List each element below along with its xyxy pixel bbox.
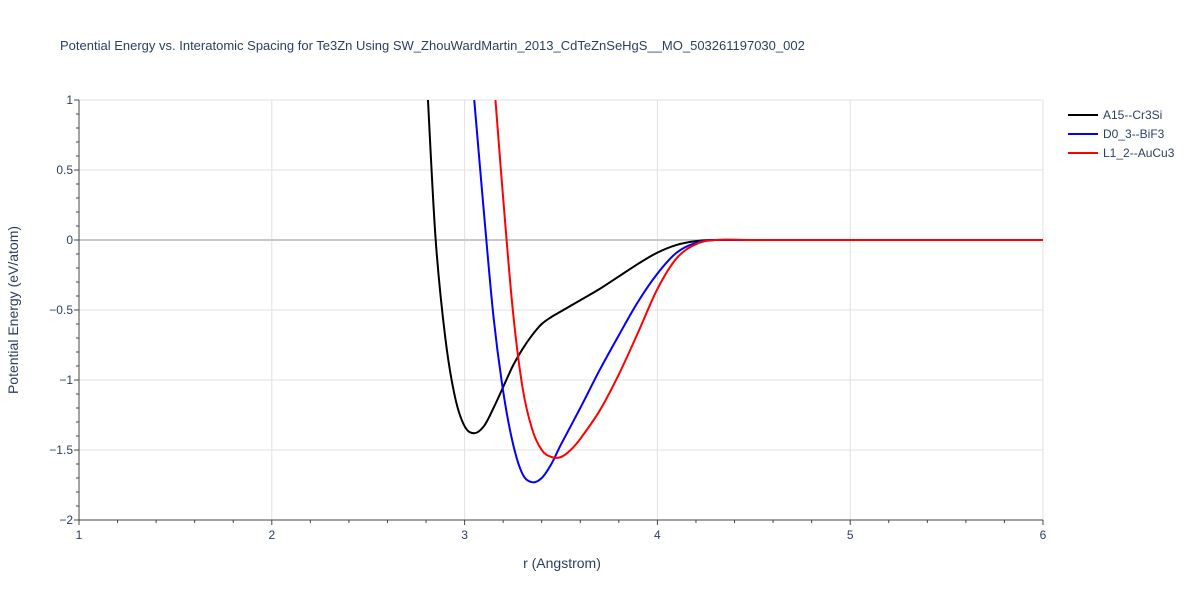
x-tick-label: 4 [654,528,661,542]
x-tick-label: 2 [268,528,275,542]
x-tick-label: 6 [1040,528,1047,542]
y-tick-label: 1 [66,93,73,107]
y-tick-label: 0.5 [56,163,73,177]
legend-item-a15-cr3si[interactable]: A15--Cr3Si [1068,108,1162,122]
legend-item-d0-3-bif3[interactable]: D0_3--BiF3 [1068,127,1165,141]
y-tick-label: −1.5 [49,443,73,457]
chart-title: Potential Energy vs. Interatomic Spacing… [60,38,805,53]
y-tick-label: 0 [66,233,73,247]
series-line-a15-cr3si [426,100,1043,435]
series-line-l1-2-aucu3 [494,100,1043,459]
y-tick-label: −1 [59,373,73,387]
series-layer [426,100,1043,484]
y-tick-label: −2 [59,513,73,527]
grid-layer [79,99,1044,520]
x-tick-label: 5 [847,528,854,542]
legend-label: D0_3--BiF3 [1103,127,1165,141]
legend-item-l1-2-aucu3[interactable]: L1_2--AuCu3 [1068,146,1175,160]
x-tick-label: 3 [461,528,468,542]
legend-label: A15--Cr3Si [1103,108,1162,122]
y-tick-label: −0.5 [49,303,73,317]
y-axis-title: Potential Energy (eV/atom) [5,226,21,394]
series-line-d0-3-bif3 [473,100,1043,484]
x-axis-title: r (Angstrom) [523,555,601,571]
axis-layer: 1 2 3 4 5 6 −2 −1.5 −1 −0.5 0 0.5 1 [49,93,1046,542]
legend-label: L1_2--AuCu3 [1103,146,1175,160]
legend[interactable]: A15--Cr3Si D0_3--BiF3 L1_2--AuCu3 [1068,108,1175,160]
x-tick-label: 1 [76,528,83,542]
